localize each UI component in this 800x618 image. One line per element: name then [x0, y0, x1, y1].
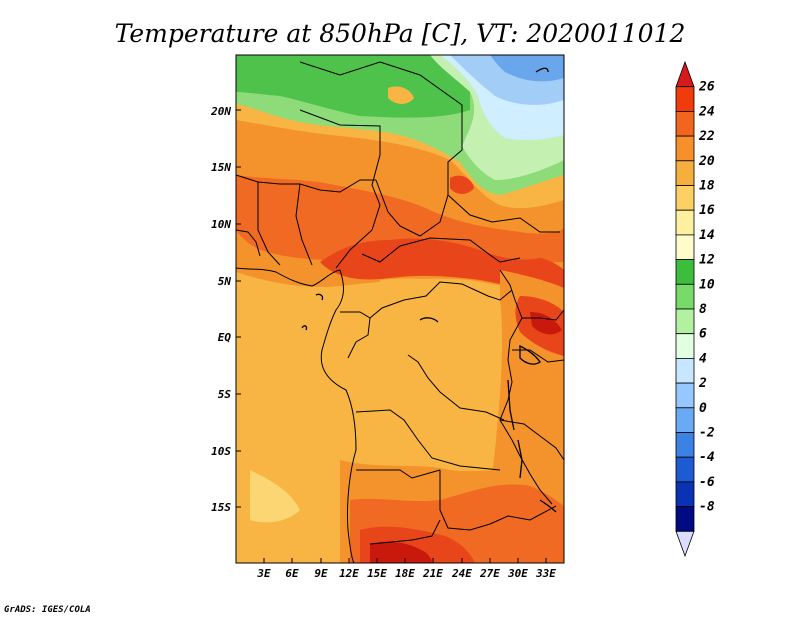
field-congo-light	[380, 278, 500, 418]
colorbar-label-9: 8	[699, 302, 707, 317]
lon-tick-18e: 18E	[395, 567, 415, 580]
lon-tick-15e: 15E	[367, 567, 387, 580]
field-central-orange	[236, 175, 564, 263]
lon-tick-33e: 33E	[535, 567, 556, 580]
colorbar-swatch-9	[675, 283, 695, 310]
lat-tick-20n: 20N	[210, 105, 231, 118]
lon-tick-24e: 24E	[451, 567, 472, 580]
colorbar-label-1: 24	[698, 104, 715, 119]
colorbar-swatch-17	[675, 481, 695, 507]
colorbar-label-12: 2	[698, 376, 707, 391]
colorbar-swatch-0	[675, 60, 695, 88]
lakes	[301, 67, 557, 513]
colorbar-swatch-11	[675, 333, 695, 359]
plot-frame	[235, 54, 565, 564]
lat-tick-eq: EQ	[218, 331, 232, 344]
colorbar-swatch-6	[675, 209, 695, 236]
colorbar-swatch-2	[675, 111, 695, 137]
lat-tick-10s: 10S	[211, 445, 231, 458]
lat-axis: 20N 15N 10N 5N EQ 5S 10S 15S	[210, 105, 241, 514]
colorbar-label-3: 20	[698, 154, 715, 169]
colorbar-swatch-5	[675, 185, 695, 211]
lon-tick-6e: 6E	[285, 567, 299, 580]
lat-tick-10n: 10N	[211, 218, 231, 231]
colorbar-swatch-15	[675, 432, 695, 458]
colorbar-swatch-3	[675, 135, 695, 162]
colorbar-label-10: 6	[699, 327, 707, 342]
country-borders	[235, 61, 565, 564]
field-sw-pale2	[250, 470, 300, 523]
colorbar-swatch-4	[675, 160, 695, 186]
colorbar-label-2: 22	[698, 129, 715, 144]
field-coast-pale	[236, 280, 305, 430]
lon-tick-30e: 30E	[507, 567, 528, 580]
lon-tick-3e: 3E	[256, 567, 271, 580]
field-south-core	[370, 541, 432, 563]
lon-tick-27e: 27E	[479, 567, 500, 580]
colorbar-label-17: -8	[699, 500, 715, 515]
colorbar-label-16: -6	[699, 475, 715, 490]
lat-tick-15n: 15N	[211, 161, 231, 174]
lat-tick-5n: 5N	[218, 275, 232, 288]
lat-tick-5s: 5S	[218, 388, 232, 401]
lon-tick-9e: 9E	[314, 567, 328, 580]
grads-credit: GrADS: IGES/COLA	[4, 605, 91, 615]
colorbar-label-8: 10	[699, 277, 715, 292]
colorbar-label-6: 14	[699, 228, 715, 243]
colorbar-label-0: 26	[698, 80, 715, 95]
field-north-darkgreen	[236, 55, 470, 118]
colorbar-swatch-10	[675, 308, 695, 335]
colorbar-label-15: -4	[699, 450, 715, 465]
lon-tick-12e: 12E	[339, 567, 359, 580]
colorbar-label-14: -2	[699, 426, 715, 441]
field-hotspot-aïr	[388, 86, 414, 104]
lon-tick-21e: 21E	[422, 567, 443, 580]
map-plot-area	[235, 54, 565, 564]
colorbar-swatch-12	[675, 357, 695, 384]
colorbar-swatch-18	[675, 506, 695, 532]
colorbar-swatch-14	[675, 407, 695, 433]
lon-axis: 3E 6E 9E 12E 15E 18E 21E 24E 27E 30E 33E	[256, 558, 556, 580]
colorbar-swatch-8	[675, 259, 695, 285]
lat-tick-15s: 15S	[211, 501, 231, 514]
map-title: Temperature at 850hPa [C], VT: 202001101…	[115, 19, 686, 48]
field-north-blue	[490, 55, 564, 82]
colorbar-swatch-16	[675, 456, 695, 483]
colorbar-label-11: 4	[699, 351, 707, 366]
colorbar-swatch-19	[675, 530, 695, 558]
colorbar-label-13: 0	[699, 401, 707, 416]
colorbar-label-4: 18	[699, 179, 715, 194]
colorbar-swatch-13	[675, 382, 695, 409]
field-hotspot-north	[450, 175, 474, 194]
colorbar-swatch-7	[675, 234, 695, 260]
colorbar-swatch-1	[675, 86, 695, 112]
colorbar-label-5: 16	[699, 203, 715, 218]
colorbar-label-7: 12	[699, 253, 715, 268]
